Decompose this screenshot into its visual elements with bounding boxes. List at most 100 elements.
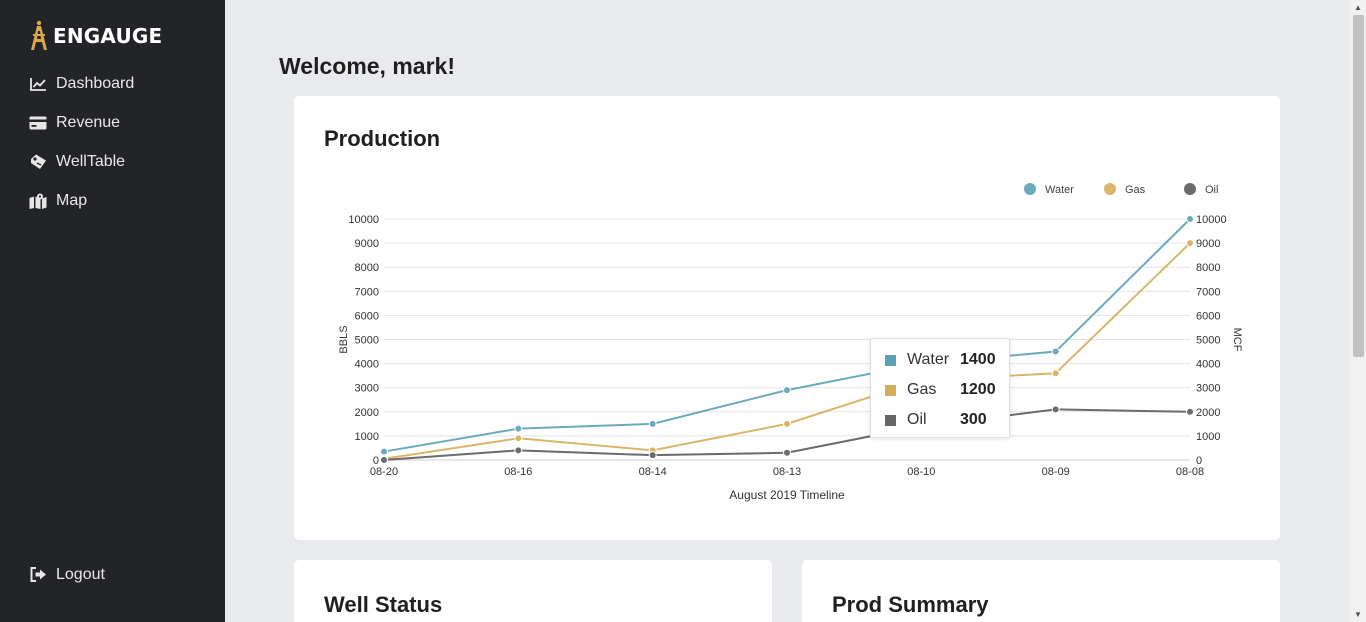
oil-rig-icon xyxy=(31,20,47,50)
water-swatch xyxy=(885,354,896,366)
main-content: Welcome, mark! Production 0 0 1000 1000 2000… xyxy=(225,0,1350,622)
legend-marker-gas xyxy=(1104,183,1116,195)
series-line-water xyxy=(383,218,1191,453)
production-title: Production xyxy=(324,126,441,151)
tooltip-series-value: 300 xyxy=(960,411,987,428)
data-point-water xyxy=(783,386,791,395)
y-axis-label-left: BBLS xyxy=(338,325,350,353)
tooltip-row-gas: Gas 1200 xyxy=(871,375,1009,405)
data-point-oil xyxy=(648,451,657,460)
data-point-oil xyxy=(1051,405,1060,414)
prod-summary-title: Prod Summary xyxy=(832,592,989,617)
sidebar-item-map[interactable]: Map xyxy=(0,181,225,220)
y-tick-label-left: 6000 xyxy=(355,310,379,322)
well-status-card: Well Status xyxy=(294,560,772,622)
y-tick-label-left: 3000 xyxy=(355,383,379,395)
legend-marker-oil xyxy=(1184,183,1196,195)
y-axis-label-right: MCF xyxy=(1231,328,1243,352)
brand-logo[interactable]: ENGAUGE xyxy=(29,20,162,52)
sidebar-item-dashboard[interactable]: Dashboard xyxy=(0,64,225,103)
y-tick-label-left: 2000 xyxy=(355,407,379,419)
tooltip-series-name: Water xyxy=(907,351,950,368)
x-tick-label: 08-14 xyxy=(639,466,667,478)
y-tick-label-right: 1000 xyxy=(1196,431,1220,443)
scroll-up-arrow-icon[interactable]: ▲ xyxy=(1354,3,1362,12)
legend-label-water: Water xyxy=(1045,184,1074,196)
x-tick-label: 08-10 xyxy=(907,466,935,478)
y-tick-label-left: 5000 xyxy=(355,335,379,347)
tooltip-row-oil: Oil 300 xyxy=(871,405,1009,435)
x-tick-label: 08-16 xyxy=(504,466,532,478)
prod-summary-card: Prod Summary xyxy=(802,560,1280,622)
page-scrollbar[interactable]: ▲ ▼ xyxy=(1350,0,1366,622)
y-tick-label-left: 8000 xyxy=(355,262,379,274)
x-tick-label: 08-20 xyxy=(370,466,398,478)
y-tick-label-left: 9000 xyxy=(355,238,379,250)
tooltip-series-value: 1200 xyxy=(960,381,996,398)
tooltip-row-water: Water 1400 xyxy=(871,345,1009,375)
logout-section: Logout xyxy=(0,555,225,594)
y-tick-label-left: 4000 xyxy=(355,359,379,371)
tooltip-series-name: Oil xyxy=(907,411,927,428)
well-status-title: Well Status xyxy=(324,592,443,617)
data-point-water xyxy=(648,419,657,428)
gas-swatch xyxy=(885,384,896,396)
x-tick-label: 08-13 xyxy=(773,466,801,478)
tag-icon xyxy=(29,153,47,171)
logout-icon xyxy=(29,566,47,584)
data-point-oil xyxy=(380,456,388,464)
y-tick-label-left: 1000 xyxy=(355,431,379,443)
y-tick-label-left: 10000 xyxy=(348,214,379,226)
welcome-heading: Welcome, mark! xyxy=(279,53,455,79)
y-tick-label-right: 2000 xyxy=(1196,407,1220,419)
chart-tooltip: Water 1400 Gas 1200 Oil 300 xyxy=(870,338,1010,438)
data-point-water xyxy=(1186,215,1194,223)
sidebar-item-label: Dashboard xyxy=(56,74,135,92)
tooltip-series-name: Gas xyxy=(907,381,937,398)
y-tick-label-right: 7000 xyxy=(1196,286,1220,298)
data-point-oil xyxy=(783,448,791,457)
legend-marker-water xyxy=(1024,183,1036,195)
logout-button[interactable]: Logout xyxy=(0,555,225,594)
y-tick-label-left: 7000 xyxy=(355,286,379,298)
sidebar-nav: Dashboard Revenue WellTable Map xyxy=(0,64,225,220)
y-tick-label-right: 5000 xyxy=(1196,335,1220,347)
credit-card-icon xyxy=(29,114,47,132)
sidebar-item-label: Revenue xyxy=(56,113,121,131)
x-axis-label: August 2019 Timeline xyxy=(729,488,845,502)
production-card: Production 0 0 1000 1000 2000 2000 3000 3000 400… xyxy=(294,96,1280,540)
data-point-gas xyxy=(1186,239,1194,248)
brand-name: ENGAUGE xyxy=(53,24,163,48)
scroll-down-arrow-icon[interactable]: ▼ xyxy=(1354,610,1362,619)
data-point-gas xyxy=(514,434,523,443)
y-tick-label-right: 10000 xyxy=(1196,214,1227,226)
y-tick-label-right: 6000 xyxy=(1196,310,1220,322)
logout-label: Logout xyxy=(56,565,105,583)
y-tick-label-right: 0 xyxy=(1196,455,1202,467)
data-point-gas xyxy=(1051,369,1060,378)
y-tick-label-right: 8000 xyxy=(1196,262,1220,274)
y-tick-label-right: 9000 xyxy=(1196,238,1220,250)
x-tick-label: 08-08 xyxy=(1176,466,1204,478)
map-icon xyxy=(29,192,47,210)
sidebar: ENGAUGE Dashboard Revenue WellTable Map xyxy=(0,0,225,622)
oil-swatch xyxy=(885,414,896,426)
legend-label-oil: Oil xyxy=(1205,184,1218,196)
data-point-oil xyxy=(1186,407,1194,416)
data-point-oil xyxy=(514,446,523,455)
sidebar-item-welltable[interactable]: WellTable xyxy=(0,142,225,181)
legend-label-gas: Gas xyxy=(1125,184,1146,196)
sidebar-item-label: WellTable xyxy=(56,152,126,170)
data-point-gas xyxy=(783,419,791,428)
sidebar-item-label: Map xyxy=(56,191,88,209)
tooltip-series-value: 1400 xyxy=(960,351,996,368)
y-tick-label-right: 3000 xyxy=(1196,383,1220,395)
y-tick-label-right: 4000 xyxy=(1196,359,1220,371)
chart-line-icon xyxy=(29,75,47,93)
scroll-thumb[interactable] xyxy=(1353,15,1364,357)
data-point-water xyxy=(380,447,388,456)
data-point-water xyxy=(1051,347,1060,356)
sidebar-item-revenue[interactable]: Revenue xyxy=(0,103,225,142)
data-point-water xyxy=(514,424,523,433)
y-tick-label-left: 0 xyxy=(373,455,379,467)
